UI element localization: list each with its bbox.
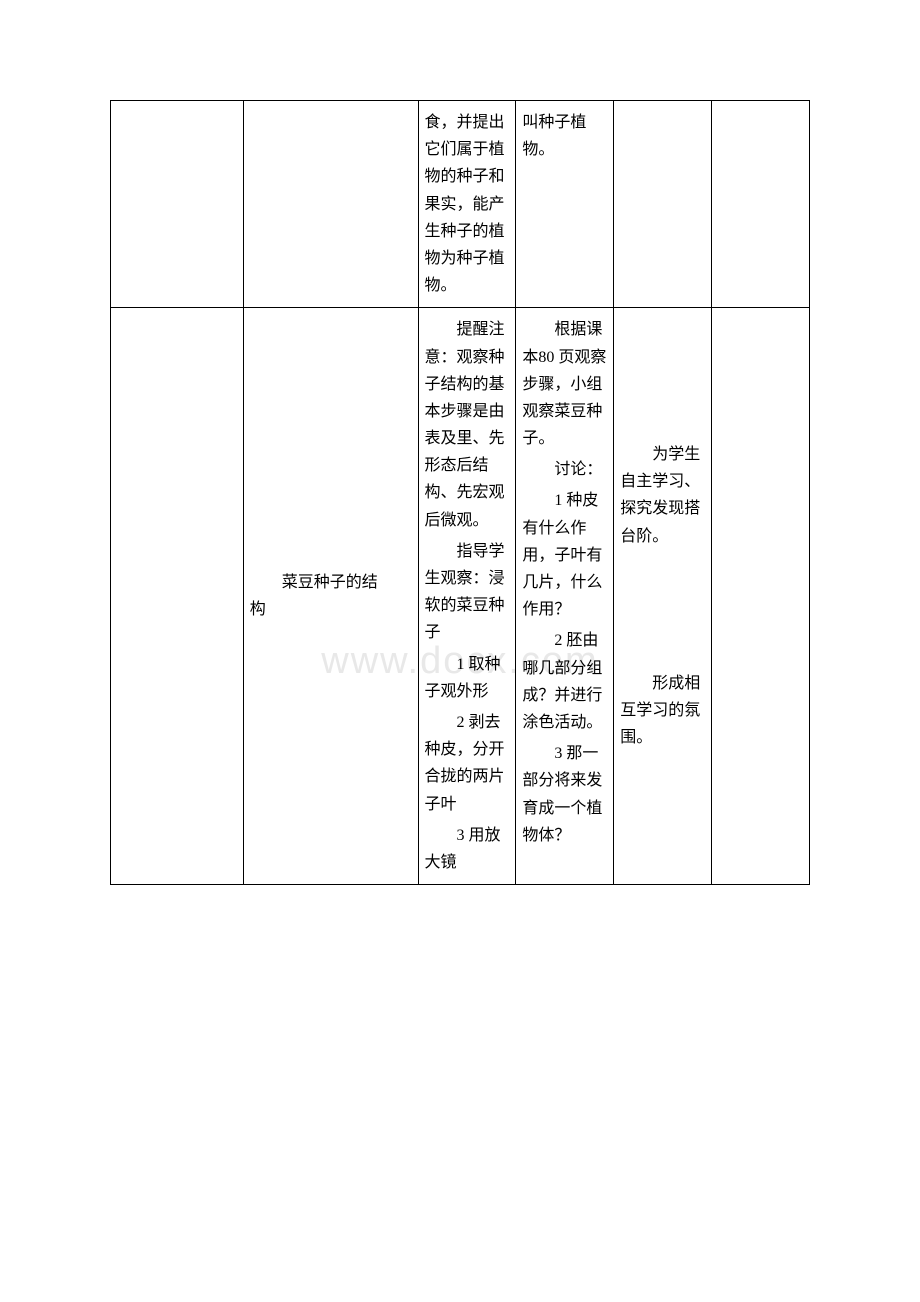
lesson-plan-table: 食，并提出它们属于植物的种子和果实，能产生种子的植物为种子植物。 叫种子植物。 … <box>110 100 810 885</box>
cell-text: 2 胚由哪几部分组成？并进行涂色活动。 <box>522 627 607 736</box>
cell-r2-c3: 提醒注意：观察种子结构的基本步骤是由表及里、先形态后结构、先宏观后微观。 指导学… <box>418 308 516 885</box>
cell-text: 叫种子植物。 <box>522 109 607 163</box>
cell-r2-c2: 菜豆种子的结 构 <box>243 308 418 885</box>
cell-r1-c5 <box>614 101 712 308</box>
cell-text: 根据课本80 页观察步骤，小组观察菜豆种子。 <box>522 316 607 452</box>
cell-text: 2 剥去种皮，分开合拢的两片子叶 <box>425 709 510 818</box>
cell-text: 为学生自主学习、探究发现搭台阶。 <box>620 441 705 550</box>
cell-text: 3 那一部分将来发育成一个植物体？ <box>522 740 607 849</box>
cell-text: 构 <box>250 596 412 623</box>
table-row: 菜豆种子的结 构 提醒注意：观察种子结构的基本步骤是由表及里、先形态后结构、先宏… <box>111 308 810 885</box>
cell-text: 形成相互学习的氛围。 <box>620 670 705 752</box>
cell-r2-c1 <box>111 308 244 885</box>
cell-r1-c4: 叫种子植物。 <box>516 101 614 308</box>
table-row: 食，并提出它们属于植物的种子和果实，能产生种子的植物为种子植物。 叫种子植物。 <box>111 101 810 308</box>
cell-r1-c2 <box>243 101 418 308</box>
cell-r1-c3: 食，并提出它们属于植物的种子和果实，能产生种子的植物为种子植物。 <box>418 101 516 308</box>
cell-text: 讨论： <box>522 456 607 483</box>
cell-text: 1 取种子观外形 <box>425 651 510 705</box>
cell-r1-c6 <box>712 101 810 308</box>
cell-r2-c5: 为学生自主学习、探究发现搭台阶。 形成相互学习的氛围。 <box>614 308 712 885</box>
cell-r2-c4: 根据课本80 页观察步骤，小组观察菜豆种子。 讨论： 1 种皮有什么作用，子叶有… <box>516 308 614 885</box>
cell-text: 指导学生观察：浸软的菜豆种子 <box>425 538 510 647</box>
cell-text: 1 种皮有什么作用，子叶有几片，什么作用？ <box>522 487 607 623</box>
document-content: 食，并提出它们属于植物的种子和果实，能产生种子的植物为种子植物。 叫种子植物。 … <box>110 100 810 885</box>
cell-text: 食，并提出它们属于植物的种子和果实，能产生种子的植物为种子植物。 <box>425 109 510 299</box>
cell-text: 菜豆种子的结 <box>250 569 412 596</box>
cell-r2-c6 <box>712 308 810 885</box>
cell-r1-c1 <box>111 101 244 308</box>
cell-text: 3 用放大镜 <box>425 822 510 876</box>
cell-text: 提醒注意：观察种子结构的基本步骤是由表及里、先形态后结构、先宏观后微观。 <box>425 316 510 534</box>
